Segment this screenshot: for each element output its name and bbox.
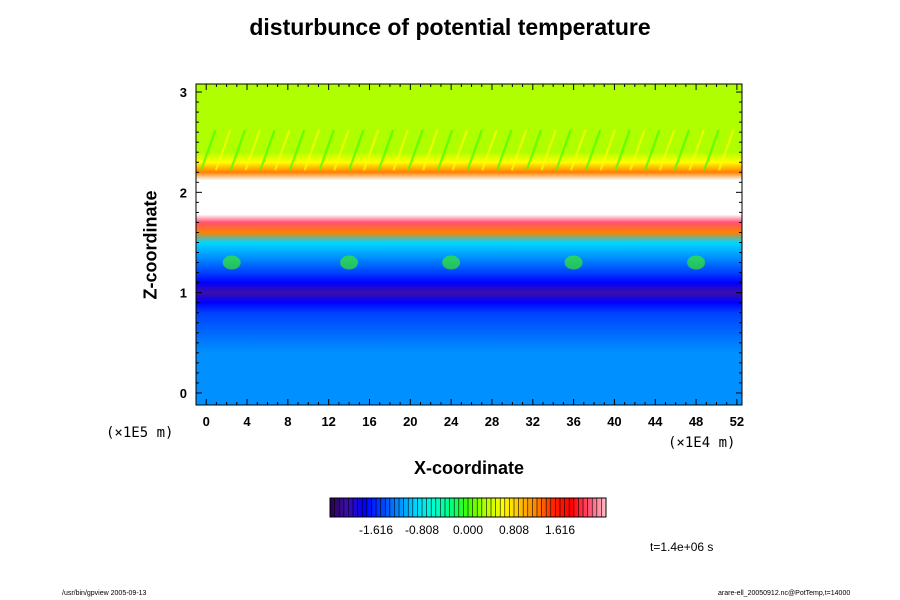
x-axis-label: X-coordinate (413, 458, 524, 478)
colorbar-tick-label: -0.808 (405, 523, 439, 537)
footer-program-info: /usr/bin/gpview 2005-09-13 (62, 590, 147, 597)
chart-title: disturbunce of potential temperature (249, 14, 651, 40)
y-axis-ticks: 0 1 2 3 (180, 85, 742, 401)
wave-streak (214, 129, 232, 171)
x-tick-label: 52 (730, 414, 744, 429)
x-tick-label: 24 (444, 414, 459, 429)
wave-streak (274, 129, 291, 171)
y-tick-label: 3 (180, 85, 187, 100)
y-tick-label: 1 (180, 286, 187, 301)
x-tick-label: 8 (284, 414, 291, 429)
heatmap-field (196, 84, 742, 405)
wave-streak (718, 129, 735, 171)
wave-streak (318, 129, 335, 171)
wave-streak (259, 129, 276, 171)
footer-file-info: arare-ell_20050912.nc@PotTemp,t=14000 (718, 590, 851, 597)
wave-streak (555, 129, 572, 171)
wave-streak (481, 129, 498, 171)
x-tick-label: 20 (403, 414, 417, 429)
x-tick-label: 12 (321, 414, 335, 429)
wave-streak (377, 129, 395, 171)
wave-streak (288, 129, 306, 171)
plume-blob (442, 255, 461, 270)
wave-streak (200, 129, 217, 171)
wave-streak (525, 129, 542, 171)
colorbar-bins (334, 498, 602, 517)
heatmap-texture (200, 129, 735, 270)
x-tick-label: 44 (648, 414, 663, 429)
plot-frame (195, 83, 743, 406)
wave-streak (584, 129, 602, 171)
wave-streak (673, 129, 690, 171)
wave-streak (510, 129, 528, 171)
time-annotation: t=1.4e+06 s (650, 540, 714, 554)
colorbar-tick-label: 0.808 (499, 523, 529, 537)
wave-streak (599, 129, 616, 171)
wave-streak (540, 129, 557, 171)
wave-streak (496, 129, 513, 171)
wave-streak (422, 129, 439, 171)
wave-streak (348, 129, 365, 171)
wave-streak (436, 129, 454, 171)
wave-streak (614, 129, 631, 171)
plume-blob (340, 255, 359, 270)
wave-streak (658, 129, 676, 171)
wave-streak (407, 129, 424, 171)
wave-streak (392, 129, 409, 171)
wave-streak (244, 129, 261, 171)
wave-streak (229, 129, 247, 171)
x-tick-label: 32 (526, 414, 540, 429)
x-tick-label: 4 (243, 414, 251, 429)
wave-streak (644, 129, 661, 171)
y-axis-unit: (×1E5 m) (106, 425, 174, 441)
x-axis-unit: (×1E4 m) (668, 435, 736, 451)
colorbar-tick-label: 1.616 (545, 523, 575, 537)
plume-blob (564, 255, 583, 270)
wave-streak (362, 129, 380, 171)
x-tick-label: 40 (607, 414, 621, 429)
plume-blob (222, 255, 241, 270)
wave-streak (629, 129, 646, 171)
wave-streak (333, 129, 350, 171)
wave-streak (688, 129, 705, 171)
y-tick-label: 0 (180, 386, 187, 401)
wave-streak (703, 129, 720, 171)
x-axis-ticks: 0 4 8 12 16 20 24 28 32 36 40 44 48 52 (203, 84, 744, 429)
wave-streak (466, 129, 483, 171)
x-tick-label: 48 (689, 414, 703, 429)
colorbar-labels: -1.616 -0.808 0.000 0.808 1.616 (359, 523, 575, 537)
colorbar-tick-label: 0.000 (453, 523, 483, 537)
wave-streak (451, 129, 468, 171)
wave-streak (570, 129, 587, 171)
x-tick-label: 0 (203, 414, 210, 429)
x-tick-label: 28 (485, 414, 499, 429)
x-tick-label: 36 (566, 414, 580, 429)
colorbar-tick-label: -1.616 (359, 523, 393, 537)
y-tick-label: 2 (180, 185, 187, 200)
wave-streak (303, 129, 321, 171)
plume-blob (687, 255, 706, 270)
x-tick-label: 16 (362, 414, 376, 429)
